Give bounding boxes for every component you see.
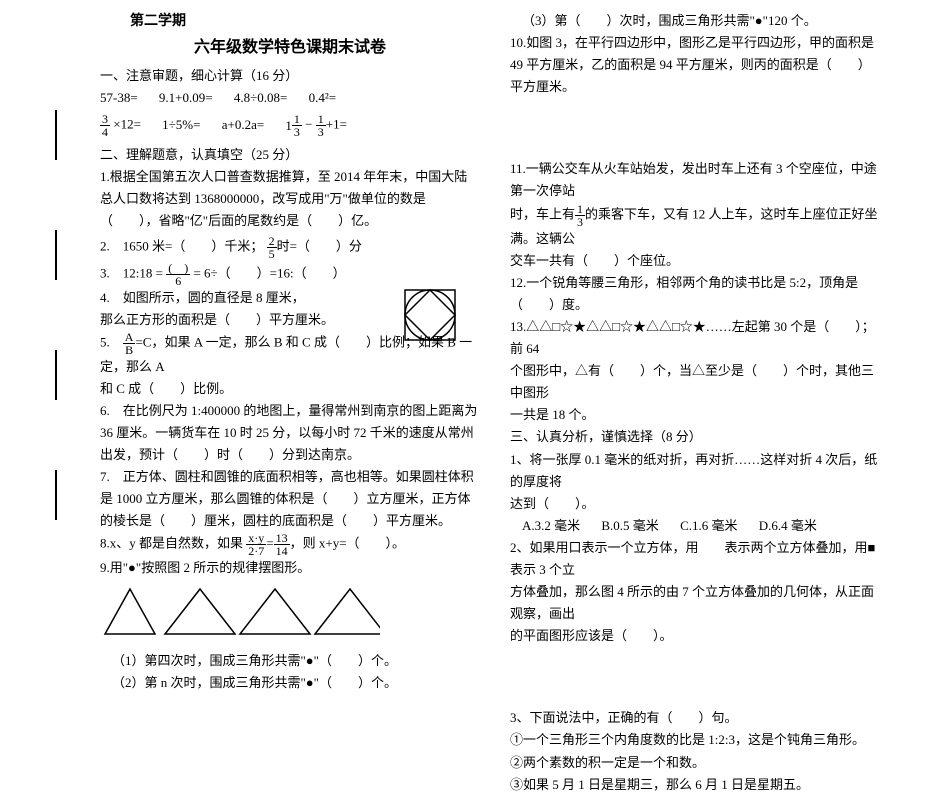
right-column: （3）第（ ）次时，围成三角形共需"●"120 个。 10.如图 3，在平行四边…	[500, 10, 900, 796]
fraction: 13	[292, 113, 302, 138]
q4: 4. 如图所示，圆的直径是 8 厘米， 那么正方形的面积是（ ）平方厘米。	[100, 287, 480, 331]
calc-row1: 57-38= 9.1+0.09= 4.8÷0.08= 0.4²=	[100, 87, 480, 109]
semester-label: 第二学期	[100, 10, 480, 34]
s3q2c: 的平面图形应该是（ ）。	[510, 625, 880, 647]
fraction: x·y2·7	[246, 532, 266, 557]
section1-head: 一、注意审题，细心计算（16 分）	[100, 65, 480, 87]
calc-item: a+0.2a=	[222, 114, 264, 136]
fraction: ( )6	[166, 262, 190, 287]
q5b: 和 C 成（ ）比例。	[100, 378, 480, 400]
q9-3: （3）第（ ）次时，围成三角形共需"●"120 个。	[510, 10, 880, 32]
fraction: 25	[267, 235, 277, 260]
q7: 7. 正方体、圆柱和圆锥的底面积相等，高也相等。如果圆柱体积是 1000 立方厘…	[100, 466, 480, 532]
q12: 12.一个锐角等腰三角形，相邻两个角的读书比是 5:2，顶角是（ ）度。	[510, 272, 880, 316]
q8: 8.x、y 都是自然数，如果 x·y2·7=1314，则 x+y=（ ）。	[100, 532, 480, 557]
q11a: 11.一辆公交车从火车站始发，发出时车上还有 3 个空座位，中途第一次停站	[510, 158, 880, 202]
q10: 10.如图 3，在平行四边形中，图形乙是平行四边形，甲的面积是 49 平方厘米，…	[510, 32, 880, 98]
fraction: 13	[316, 113, 326, 138]
s3q1-options: A.3.2 毫米 B.0.5 毫米 C.1.6 毫米 D.6.4 毫米	[510, 515, 880, 537]
calc-item: 3 4 ×12=	[100, 113, 141, 138]
calc-item: 113 − 13+1=	[285, 113, 347, 138]
section3-head: 三、认真分析，谨慎选择（8 分）	[510, 426, 880, 448]
q13c: 一共是 18 个。	[510, 404, 880, 426]
q6: 6. 在比例尺为 1:400000 的地图上，量得常州到南京的图上距离为 36 …	[100, 400, 480, 466]
exam-title: 六年级数学特色课期末试卷	[100, 34, 480, 61]
s3q2a: 2、如果用口表示一个立方体，用 表示两个立方体叠加，用■表示 3 个立	[510, 537, 880, 581]
s3q1a: 1、将一张厚 0.1 毫米的纸对折，再对折……这样对折 4 次后，纸的厚度将	[510, 449, 880, 493]
calc-item: 9.1+0.09=	[159, 87, 213, 109]
q9-1: （1）第四次时，围成三角形共需"●"（ ）个。	[100, 650, 480, 672]
calc-row2: 3 4 ×12= 1÷5%= a+0.2a= 113 − 13+1=	[100, 113, 480, 138]
triangle-pattern-figure	[100, 584, 480, 646]
q11b: 时，车上有13的乘客下车，又有 12 人上车，这时车上座位正好坐满。这辆公	[510, 203, 880, 250]
fraction: 1314	[274, 532, 290, 557]
calc-item: 0.4²=	[309, 87, 336, 109]
fraction: AB	[123, 331, 136, 356]
q11c: 交车一共有（ ）个座位。	[510, 250, 880, 272]
q9-2: （2）第 n 次时，围成三角形共需"●"（ ）个。	[100, 672, 480, 694]
option-b: B.0.5 毫米	[601, 515, 658, 537]
option-c: C.1.6 毫米	[680, 515, 737, 537]
calc-item: 57-38=	[100, 87, 138, 109]
left-column: 第二学期 六年级数学特色课期末试卷 一、注意审题，细心计算（16 分） 57-3…	[100, 10, 500, 796]
section2-head: 二、理解题意，认真填空（25 分）	[100, 144, 480, 166]
q3: 3. 12:18 = ( )6 = 6÷（ ）=16:（ ）	[100, 262, 480, 287]
s3q3-1: ①一个三角形三个内角度数的比是 1:2:3，这是个钝角三角形。	[510, 729, 880, 751]
calc-item: 4.8÷0.08=	[234, 87, 287, 109]
s3q3-2: ②两个素数的积一定是一个和数。	[510, 752, 880, 774]
circle-square-figure	[400, 285, 460, 345]
fraction: 13	[575, 203, 585, 228]
s3q3-3: ③如果 5 月 1 日是星期三，那么 6 月 1 日是星期五。	[510, 774, 880, 796]
q1: 1.根据全国第五次人口普查数据推算，至 2014 年年末，中国大陆总人口数将达到…	[100, 166, 480, 232]
s3q1b: 达到（ ）。	[510, 493, 880, 515]
q13a: 13.△△□☆★△△□☆★△△□☆★……左起第 30 个是（ ）；前 64	[510, 316, 880, 360]
fraction: 3 4	[100, 113, 110, 138]
s3q2b: 方体叠加，那么图 4 所示的由 7 个立方体叠加的几何体，从正面观察，画出	[510, 581, 880, 625]
binding-marks	[55, 0, 57, 669]
exam-page: 第二学期 六年级数学特色课期末试卷 一、注意审题，细心计算（16 分） 57-3…	[0, 10, 945, 796]
s3q3a: 3、下面说法中，正确的有（ ）句。	[510, 707, 880, 729]
q2: 2. 1650 米=（ ）千米； 25时=（ ）分	[100, 235, 480, 260]
calc-item: 1÷5%=	[162, 114, 200, 136]
q13b: 个图形中，△有（ ）个，当△至少是（ ）个时，其他三中图形	[510, 360, 880, 404]
option-a: A.3.2 毫米	[522, 515, 580, 537]
option-d: D.6.4 毫米	[759, 515, 817, 537]
q9: 9.用"●"按照图 2 所示的规律摆图形。	[100, 557, 480, 579]
